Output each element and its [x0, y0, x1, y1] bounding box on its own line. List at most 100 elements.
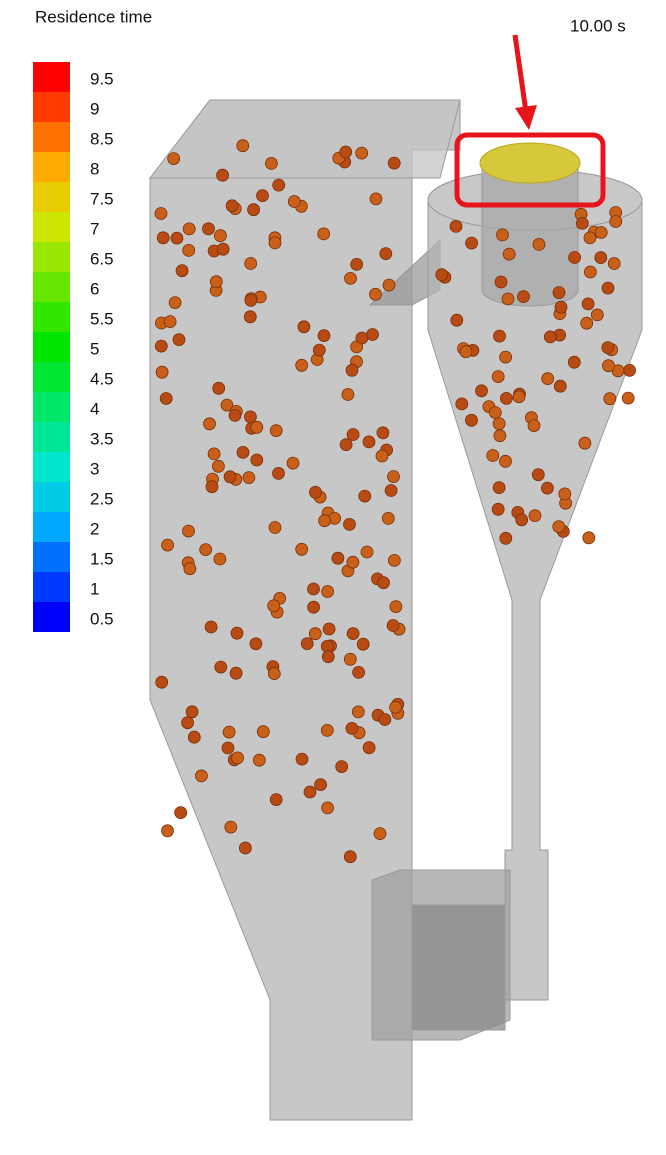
particle: [528, 509, 542, 522]
particle: [317, 227, 331, 241]
colorbar-band: [33, 482, 70, 512]
particle: [182, 222, 196, 236]
particle: [491, 370, 505, 384]
particle: [449, 219, 463, 233]
particle: [321, 585, 335, 598]
particle: [213, 552, 227, 566]
particle: [168, 296, 182, 310]
particle: [205, 480, 219, 494]
particle: [362, 741, 376, 755]
particle: [322, 622, 336, 636]
legend-title: Residence time: [35, 7, 152, 26]
colorbar-band: [33, 212, 70, 242]
particle: [552, 520, 566, 533]
particle: [318, 514, 332, 528]
particles: [154, 139, 636, 864]
particle: [256, 189, 269, 203]
colorbar-label: 9: [90, 99, 99, 118]
particle: [194, 769, 208, 783]
particle: [590, 308, 604, 322]
particle: [491, 502, 505, 516]
vortex-finder: [481, 164, 579, 307]
colorbar-band: [33, 302, 70, 332]
colorbar-band: [33, 62, 70, 92]
particle: [376, 426, 390, 440]
particle: [199, 543, 213, 556]
arrow-head: [515, 105, 537, 130]
particle: [223, 470, 237, 484]
particle: [269, 793, 283, 806]
colorbar-band: [33, 542, 70, 572]
particle: [623, 363, 636, 377]
particle: [343, 652, 357, 666]
particle: [183, 562, 197, 576]
particle: [228, 408, 242, 422]
particle: [584, 265, 597, 279]
particle: [568, 251, 581, 264]
particle: [499, 350, 513, 364]
particle: [256, 725, 270, 739]
particle: [243, 310, 257, 324]
particle: [269, 424, 283, 438]
particle: [238, 841, 252, 855]
particle: [558, 487, 572, 501]
particle: [203, 417, 216, 431]
colorbar-band: [33, 602, 70, 632]
particle: [389, 700, 403, 714]
particle: [272, 178, 286, 192]
particle: [581, 297, 595, 311]
particle: [450, 313, 464, 327]
particle: [247, 203, 261, 217]
particle: [607, 257, 621, 270]
colorbar-label: 1: [90, 579, 99, 598]
particle: [216, 168, 230, 182]
particle: [295, 358, 309, 372]
particle: [356, 637, 370, 651]
particle: [369, 192, 383, 206]
particle: [387, 470, 400, 484]
particle: [295, 752, 309, 766]
particle: [231, 751, 245, 765]
particle: [268, 521, 282, 534]
particle: [552, 286, 566, 300]
particle: [517, 290, 530, 304]
particle: [163, 315, 177, 329]
particle: [583, 231, 597, 245]
particle: [182, 524, 195, 538]
particle: [303, 785, 317, 799]
particle: [369, 287, 382, 301]
particle: [373, 827, 387, 840]
particle: [488, 406, 502, 420]
particle: [236, 445, 250, 459]
particle: [541, 481, 554, 495]
particle: [386, 619, 400, 632]
particle: [515, 513, 529, 527]
particle: [387, 156, 401, 170]
particle: [339, 438, 353, 452]
particle: [494, 275, 508, 289]
particle: [221, 741, 235, 755]
colorbar-label: 1.5: [90, 549, 114, 568]
particle: [243, 410, 257, 424]
particle: [375, 449, 389, 463]
particle: [582, 531, 596, 545]
particle: [366, 328, 379, 341]
particle: [499, 391, 513, 405]
particle: [512, 390, 526, 404]
particle: [345, 363, 359, 377]
particle: [297, 320, 311, 334]
particle: [350, 257, 364, 271]
particle: [346, 428, 360, 441]
particle: [455, 397, 469, 411]
colorbar-label: 6.5: [90, 249, 114, 268]
particle: [501, 292, 515, 306]
particle: [155, 675, 169, 689]
particle: [225, 199, 239, 213]
particle: [351, 705, 365, 719]
colorbar-label: 6: [90, 279, 99, 298]
particle: [499, 454, 512, 468]
particle: [543, 330, 557, 344]
colorbar-band: [33, 122, 70, 152]
arrow-shaft: [512, 34, 529, 113]
